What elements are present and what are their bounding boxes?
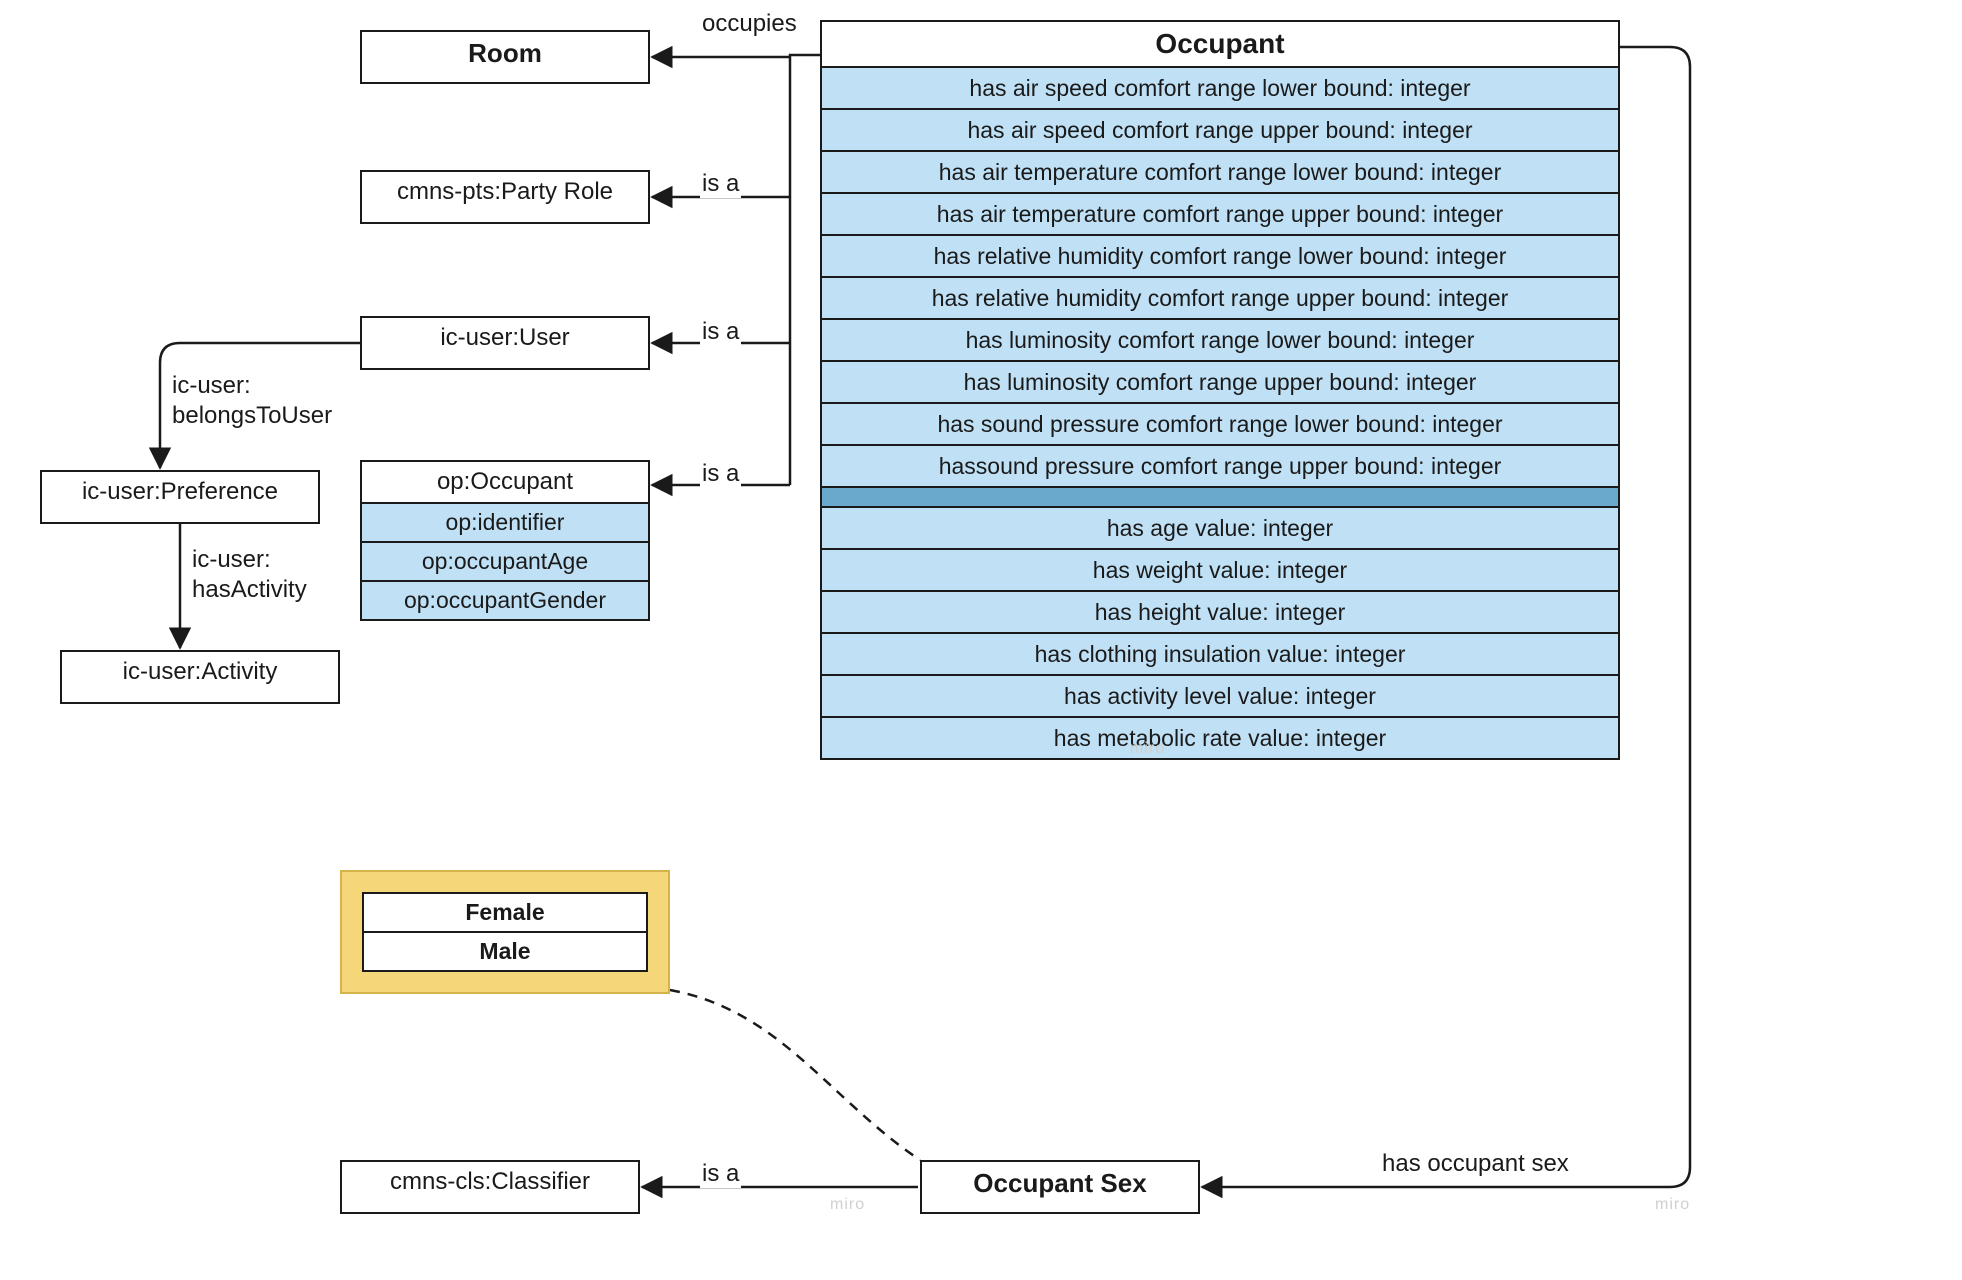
occupant-attr: has air speed comfort range upper bound:… xyxy=(822,108,1618,150)
occupant-attr: has air temperature comfort range upper … xyxy=(822,192,1618,234)
occupant-attr: has metabolic rate value: integer xyxy=(822,716,1618,758)
op-occupant-attr: op:occupantGender xyxy=(362,580,648,619)
watermark: miro xyxy=(1655,1196,1690,1214)
edge-label: is a xyxy=(700,170,741,198)
occupant-attr: has sound pressure comfort range lower b… xyxy=(822,402,1618,444)
occupant-attr: has relative humidity comfort range uppe… xyxy=(822,276,1618,318)
sex-enum-value: Male xyxy=(364,931,646,970)
node-occupant-attrs: has air speed comfort range lower bound:… xyxy=(822,66,1618,758)
node-user-label: ic-user:User xyxy=(362,318,648,358)
edge-label: ic-user: xyxy=(190,546,273,574)
node-room-label: Room xyxy=(362,32,648,75)
node-op-occupant-header: op:Occupant xyxy=(362,462,648,502)
edge-label: ic-user: xyxy=(170,372,253,400)
edge-label: hasActivity xyxy=(190,576,309,604)
occupant-attr: has clothing insulation value: integer xyxy=(822,632,1618,674)
node-occupant: Occupant has air speed comfort range low… xyxy=(820,20,1620,760)
occupant-attr-divider xyxy=(822,486,1618,506)
node-user: ic-user:User xyxy=(360,316,650,370)
node-occupant-header: Occupant xyxy=(822,22,1618,66)
occupant-attr: hassound pressure comfort range upper bo… xyxy=(822,444,1618,486)
node-partyrole: cmns-pts:Party Role xyxy=(360,170,650,224)
edge-label: has occupant sex xyxy=(1380,1150,1571,1178)
occupant-attr: has luminosity comfort range lower bound… xyxy=(822,318,1618,360)
node-classifier: cmns-cls:Classifier xyxy=(340,1160,640,1214)
node-sex-enum: FemaleMale xyxy=(362,892,648,972)
occupant-attr: has air temperature comfort range lower … xyxy=(822,150,1618,192)
sex-enum-value: Female xyxy=(364,894,646,931)
node-classifier-label: cmns-cls:Classifier xyxy=(342,1162,638,1202)
node-op-occupant: op:Occupant op:identifierop:occupantAgeo… xyxy=(360,460,650,621)
node-sex-enum-highlight: FemaleMale xyxy=(340,870,670,994)
node-room: Room xyxy=(360,30,650,84)
watermark: miro xyxy=(1130,740,1165,758)
occupant-attr: has luminosity comfort range upper bound… xyxy=(822,360,1618,402)
edge-label: is a xyxy=(700,1160,741,1188)
occupant-attr: has air speed comfort range lower bound:… xyxy=(822,66,1618,108)
node-activity-label: ic-user:Activity xyxy=(62,652,338,692)
occupant-attr: has age value: integer xyxy=(822,506,1618,548)
occupant-attr: has activity level value: integer xyxy=(822,674,1618,716)
edge-label: belongsToUser xyxy=(170,402,334,430)
node-occupant-sex: Occupant Sex xyxy=(920,1160,1200,1214)
node-preference-label: ic-user:Preference xyxy=(42,472,318,512)
node-preference: ic-user:Preference xyxy=(40,470,320,524)
occupant-attr: has height value: integer xyxy=(822,590,1618,632)
node-partyrole-label: cmns-pts:Party Role xyxy=(362,172,648,212)
op-occupant-attr: op:identifier xyxy=(362,502,648,541)
edge-label: occupies xyxy=(700,10,799,38)
edge-label: is a xyxy=(700,460,741,488)
node-occupant-sex-label: Occupant Sex xyxy=(922,1162,1198,1205)
occupant-attr: has relative humidity comfort range lowe… xyxy=(822,234,1618,276)
node-op-occupant-attrs: op:identifierop:occupantAgeop:occupantGe… xyxy=(362,502,648,619)
occupant-attr: has weight value: integer xyxy=(822,548,1618,590)
node-activity: ic-user:Activity xyxy=(60,650,340,704)
edge-label: is a xyxy=(700,318,741,346)
op-occupant-attr: op:occupantAge xyxy=(362,541,648,580)
watermark: miro xyxy=(830,1196,865,1214)
diagram-canvas: Room cmns-pts:Party Role ic-user:User ic… xyxy=(0,0,1962,1280)
